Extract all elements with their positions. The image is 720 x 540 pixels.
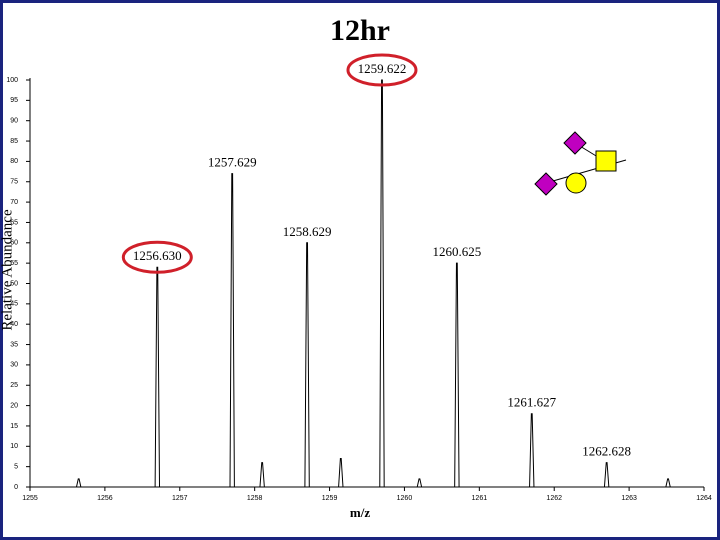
peak xyxy=(454,262,460,488)
y-tick-label: 40 xyxy=(10,321,18,328)
peak-label: 1262.628 xyxy=(582,444,631,459)
peak xyxy=(416,478,423,488)
glycan-icon xyxy=(534,131,627,196)
y-tick-label: 15 xyxy=(10,423,18,430)
peak xyxy=(529,413,535,488)
peak-label: 1260.625 xyxy=(432,244,481,259)
y-axis-label: Relative Abundance xyxy=(0,209,15,331)
x-tick-label: 1260 xyxy=(397,495,413,502)
peak xyxy=(665,478,671,488)
peak xyxy=(154,266,161,488)
peak-label: 1256.630 xyxy=(133,248,182,263)
x-axis-label: m/z xyxy=(350,505,370,520)
chart-title: 12hr xyxy=(330,14,390,47)
peak xyxy=(338,458,344,488)
x-tick-label: 1256 xyxy=(97,495,113,502)
x-tick-label: 1257 xyxy=(172,495,188,502)
peak-label: 1258.629 xyxy=(283,224,332,239)
highlight-circle xyxy=(346,53,418,87)
y-tick-label: 100 xyxy=(6,77,18,84)
x-tick-label: 1261 xyxy=(472,495,488,502)
y-tick-label: 35 xyxy=(10,341,18,348)
y-tick-label: 55 xyxy=(10,260,18,267)
y-tick-label: 5 xyxy=(14,463,18,470)
peak xyxy=(75,478,82,488)
y-tick-label: 95 xyxy=(10,97,18,104)
y-tick-label: 45 xyxy=(10,301,18,308)
y-tick-label: 65 xyxy=(10,219,18,226)
y-tick-label: 80 xyxy=(10,158,18,165)
peak-label: 1257.629 xyxy=(208,155,257,170)
highlight-circle xyxy=(121,240,193,274)
x-tick-label: 1263 xyxy=(621,495,637,502)
peak xyxy=(379,79,385,488)
peak-label: 1261.627 xyxy=(507,395,556,410)
x-tick-label: 1258 xyxy=(247,495,263,502)
peak xyxy=(304,242,310,488)
peak xyxy=(229,173,235,488)
y-tick-label: 60 xyxy=(10,240,18,247)
x-tick-label: 1255 xyxy=(22,495,38,502)
y-tick-label: 70 xyxy=(10,199,18,206)
x-tick-label: 1262 xyxy=(546,495,562,502)
y-tick-label: 0 xyxy=(14,484,18,491)
y-tick-label: 50 xyxy=(10,280,18,287)
peak xyxy=(603,462,610,488)
y-tick-label: 85 xyxy=(10,138,18,145)
y-tick-label: 30 xyxy=(10,362,18,369)
peak-label: 1259.622 xyxy=(358,61,407,76)
y-tick-label: 90 xyxy=(10,118,18,125)
peak xyxy=(259,462,265,488)
y-tick-label: 10 xyxy=(10,443,18,450)
x-tick-label: 1259 xyxy=(322,495,338,502)
x-tick-label: 1264 xyxy=(696,495,712,502)
y-tick-label: 20 xyxy=(10,402,18,409)
y-tick-label: 75 xyxy=(10,179,18,186)
y-tick-label: 25 xyxy=(10,382,18,389)
